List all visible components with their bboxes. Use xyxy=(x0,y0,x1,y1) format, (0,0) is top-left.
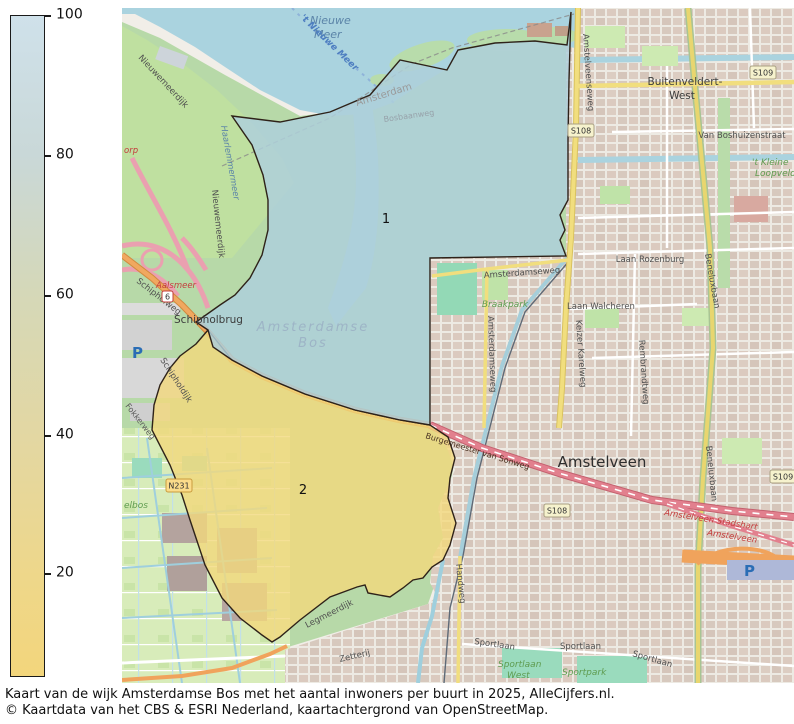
road-label: Handweg xyxy=(453,563,467,604)
park-label: 't Kleine xyxy=(752,158,789,168)
road-label: Sportlaan xyxy=(560,642,601,652)
road-ref-badge: S108 xyxy=(543,503,571,518)
forest-label: Amsterdamse xyxy=(256,320,369,335)
legend-tick xyxy=(44,15,51,17)
region-2-number: 2 xyxy=(299,483,307,498)
legend-tick-label: 40 xyxy=(56,426,74,443)
svg-text:6: 6 xyxy=(165,293,170,302)
city-blocks-layer xyxy=(285,7,794,684)
park-label: Sportpark xyxy=(562,668,607,678)
road-label: Laan Rozenburg xyxy=(616,255,685,265)
forest-label: Bos xyxy=(298,336,328,351)
legend-tick-label: 20 xyxy=(56,564,74,581)
bridge-label: Schipholbrug xyxy=(174,314,243,326)
lake-label: Meer xyxy=(314,28,343,41)
road-label: Van Boshuizenstraat xyxy=(698,131,786,141)
legend-tick xyxy=(44,573,51,575)
road-label: Rembrandtweg xyxy=(636,340,650,405)
legend-tick-label: 100 xyxy=(56,6,83,23)
legend-tick xyxy=(44,155,51,157)
lake-label: Nieuwe xyxy=(310,14,351,27)
park-label: Loopveld xyxy=(755,169,794,179)
map-canvas[interactable]: Nieuwe Meer 't Nieuwe Meer Amsterdam Bos… xyxy=(120,7,794,684)
road-ref-badges: S108 S108 S109 S109 N231 6 xyxy=(161,65,794,518)
road-ref-badge: N231 xyxy=(165,478,193,493)
district-label: West xyxy=(669,90,695,102)
road-ref-badge: 6 xyxy=(161,290,174,303)
district-label: Buitenveldert- xyxy=(648,76,723,88)
park-label: Braakpark xyxy=(482,300,529,310)
legend-tick-label: 60 xyxy=(56,286,74,303)
region-2-amsterdamse-bos-zuid[interactable] xyxy=(151,328,457,643)
svg-text:N231: N231 xyxy=(168,482,189,491)
map-svg[interactable]: Nieuwe Meer 't Nieuwe Meer Amsterdam Bos… xyxy=(120,7,794,684)
svg-text:S109: S109 xyxy=(753,69,773,78)
village-label-fragment: orp xyxy=(124,146,138,156)
legend-tick xyxy=(44,295,51,297)
road-label: Laan Walcheren xyxy=(567,302,635,312)
road-ref-badge: S109 xyxy=(769,469,794,484)
parking-icon: P xyxy=(132,344,143,362)
legend-tick-label: 80 xyxy=(56,146,74,163)
region-1-amsterdamse-bos-noord[interactable] xyxy=(194,11,572,426)
road-ref-badge: S109 xyxy=(749,65,777,80)
park-label: West xyxy=(507,671,530,681)
svg-text:S108: S108 xyxy=(571,127,591,136)
attribution-caption: © Kaartdata van het CBS & ESRI Nederland… xyxy=(5,703,549,718)
destination-label: Aalsmeer xyxy=(155,281,197,291)
legend-gradient-bar xyxy=(10,15,45,677)
forest-label-fragment: elbos xyxy=(124,501,148,511)
svg-text:S109: S109 xyxy=(773,473,793,482)
legend-tick xyxy=(44,435,51,437)
parking-icon: P xyxy=(744,562,755,580)
road-label: Keizer Karelweg xyxy=(573,320,588,388)
city-label: Amstelveen xyxy=(558,453,647,471)
region-1-number: 1 xyxy=(382,212,390,227)
park-label: Sportlaan xyxy=(498,660,542,670)
map-title-caption: Kaart van de wijk Amsterdamse Bos met he… xyxy=(5,687,615,702)
road-label: Amsterdamseweg xyxy=(485,316,498,393)
color-scale-legend: 100 80 60 40 20 xyxy=(0,0,110,724)
svg-text:S108: S108 xyxy=(547,507,567,516)
road-ref-badge: S108 xyxy=(567,123,595,138)
